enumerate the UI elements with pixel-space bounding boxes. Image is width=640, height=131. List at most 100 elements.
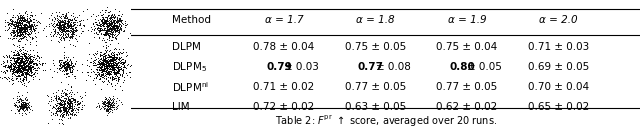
Point: [100, 27, 111, 29]
Point: [71, 19, 81, 21]
Point: [105, 56, 115, 58]
Point: [98, 69, 108, 72]
Point: [53, 89, 63, 91]
Point: [48, 59, 58, 61]
Point: [102, 24, 113, 26]
Point: [90, 56, 100, 58]
Point: [71, 29, 81, 31]
Point: [2, 12, 12, 14]
Point: [24, 111, 34, 113]
Point: [71, 60, 81, 62]
Point: [16, 33, 26, 35]
Point: [24, 29, 35, 32]
Point: [54, 102, 64, 104]
Point: [112, 107, 122, 109]
Point: [22, 109, 33, 111]
Point: [4, 56, 14, 58]
Point: [15, 59, 26, 61]
Point: [106, 52, 116, 54]
Point: [22, 33, 32, 35]
Point: [125, 71, 135, 73]
Point: [106, 66, 116, 68]
Point: [55, 38, 65, 40]
Point: [106, 62, 116, 64]
Point: [12, 68, 22, 70]
Point: [45, 96, 56, 98]
Point: [15, 59, 26, 61]
Point: [65, 112, 75, 114]
Point: [18, 104, 28, 107]
Point: [17, 73, 27, 75]
Point: [101, 51, 111, 53]
Point: [101, 57, 111, 59]
Point: [104, 24, 114, 27]
Point: [63, 20, 74, 22]
Point: [60, 113, 70, 115]
Point: [24, 24, 34, 26]
Point: [104, 64, 114, 67]
Point: [70, 77, 81, 79]
Point: [105, 104, 115, 106]
Point: [63, 110, 73, 112]
Point: [8, 32, 18, 34]
Point: [66, 29, 76, 31]
Point: [99, 51, 109, 54]
Point: [31, 72, 42, 74]
Point: [50, 107, 60, 109]
Point: [15, 61, 25, 63]
Point: [108, 35, 118, 37]
Point: [48, 35, 58, 37]
Point: [112, 71, 122, 73]
Point: [6, 22, 17, 24]
Point: [17, 64, 27, 66]
Point: [13, 62, 24, 64]
Point: [21, 19, 31, 21]
Point: [70, 29, 81, 31]
Point: [4, 70, 15, 72]
Point: [19, 19, 29, 21]
Point: [111, 73, 121, 75]
Point: [4, 23, 14, 25]
Point: [60, 30, 70, 32]
Point: [109, 71, 120, 73]
Point: [17, 70, 27, 72]
Point: [63, 34, 74, 36]
Point: [61, 22, 71, 24]
Point: [9, 53, 19, 55]
Point: [62, 23, 72, 25]
Point: [102, 67, 112, 69]
Point: [20, 27, 31, 29]
Point: [109, 64, 119, 66]
Point: [20, 57, 31, 59]
Point: [102, 24, 112, 26]
Point: [37, 29, 47, 31]
Point: [111, 58, 121, 60]
Point: [8, 8, 18, 10]
Point: [102, 25, 113, 27]
Point: [115, 17, 125, 19]
Point: [63, 106, 74, 108]
Point: [100, 47, 111, 49]
Point: [90, 20, 100, 23]
Point: [106, 59, 116, 61]
Point: [13, 26, 24, 28]
Point: [15, 108, 25, 110]
Point: [22, 81, 33, 83]
Point: [59, 26, 69, 28]
Point: [21, 23, 31, 25]
Point: [98, 62, 108, 64]
Point: [100, 20, 110, 22]
Point: [10, 65, 20, 67]
Point: [100, 32, 111, 34]
Point: [29, 29, 40, 31]
Point: [61, 17, 71, 19]
Point: [83, 70, 93, 73]
Point: [24, 28, 35, 31]
Point: [104, 59, 114, 61]
Point: [103, 98, 113, 100]
Point: [13, 67, 24, 69]
Point: [40, 25, 51, 27]
Point: [63, 25, 73, 27]
Point: [103, 67, 113, 69]
Point: [107, 98, 117, 100]
